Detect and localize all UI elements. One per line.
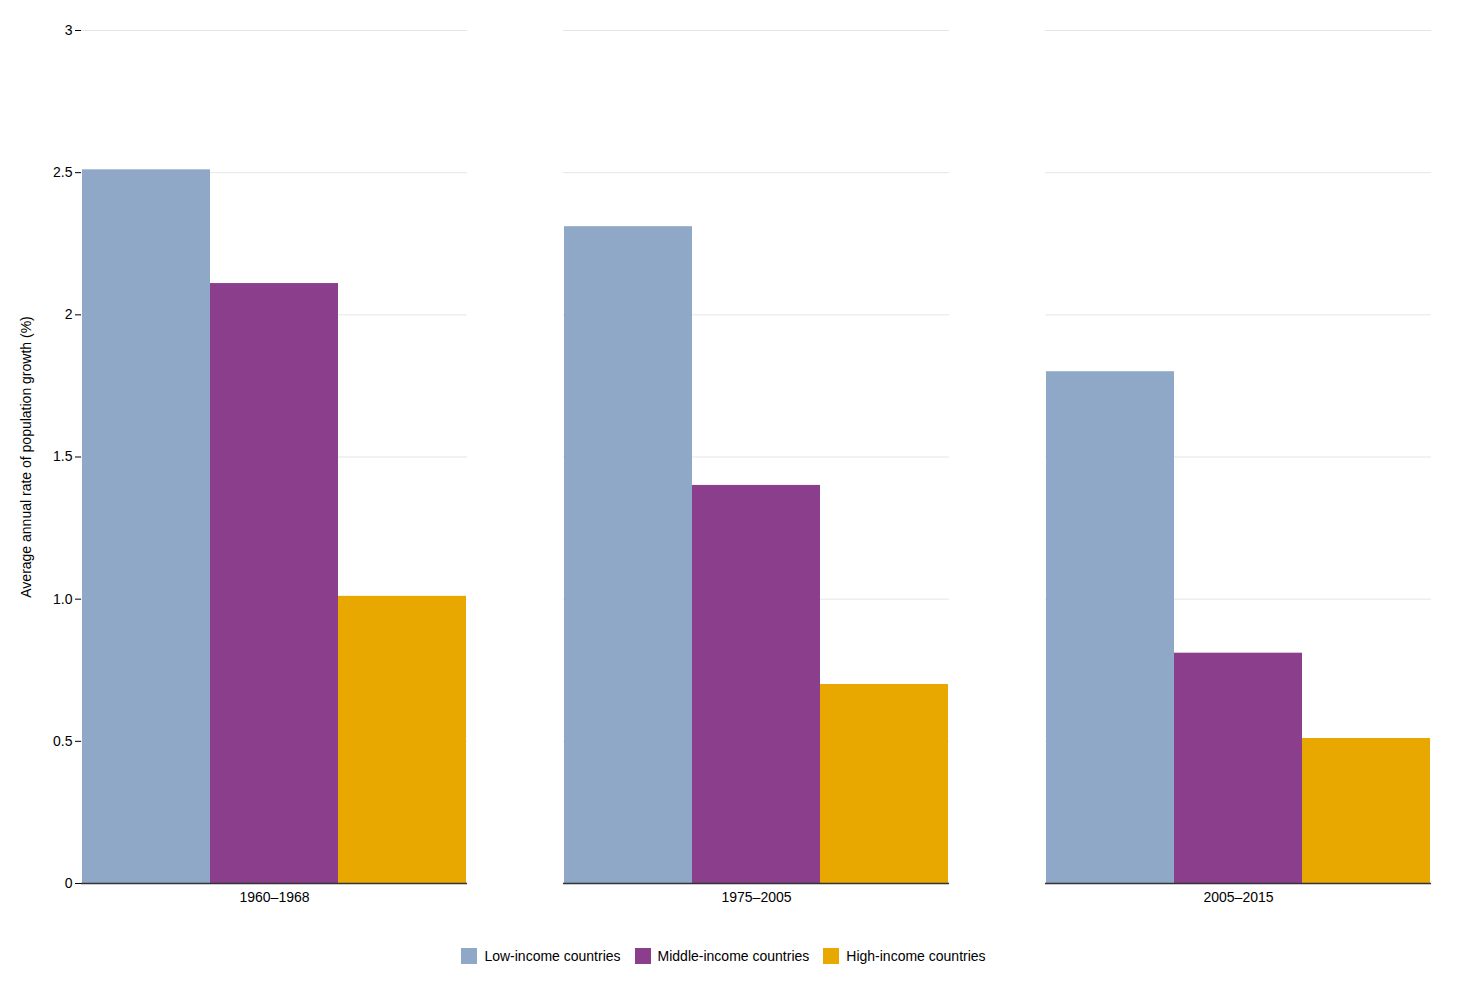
svg-text:2: 2 [65, 306, 73, 322]
html-text:High-income countries: High-income countries [846, 947, 986, 964]
html-text:Low-income countries: Low-income countries [484, 947, 621, 964]
svg-text:Average annual rate of populat: Average annual rate of population growth… [18, 316, 34, 597]
svg-text:1975–2005: 1975–2005 [721, 889, 791, 905]
html-text:Middle-income countries: Middle-income countries [657, 947, 810, 964]
svg-text:0.5: 0.5 [53, 733, 73, 749]
svg-text:1960–1968: 1960–1968 [239, 889, 309, 905]
svg-text:2005–2015: 2005–2015 [1203, 889, 1273, 905]
svg-text:1.0: 1.0 [53, 591, 73, 607]
svg-text:1.5: 1.5 [53, 448, 73, 464]
svg-text:3: 3 [65, 22, 73, 38]
svg-text:0: 0 [65, 875, 73, 891]
svg-text:2.5: 2.5 [53, 164, 73, 180]
